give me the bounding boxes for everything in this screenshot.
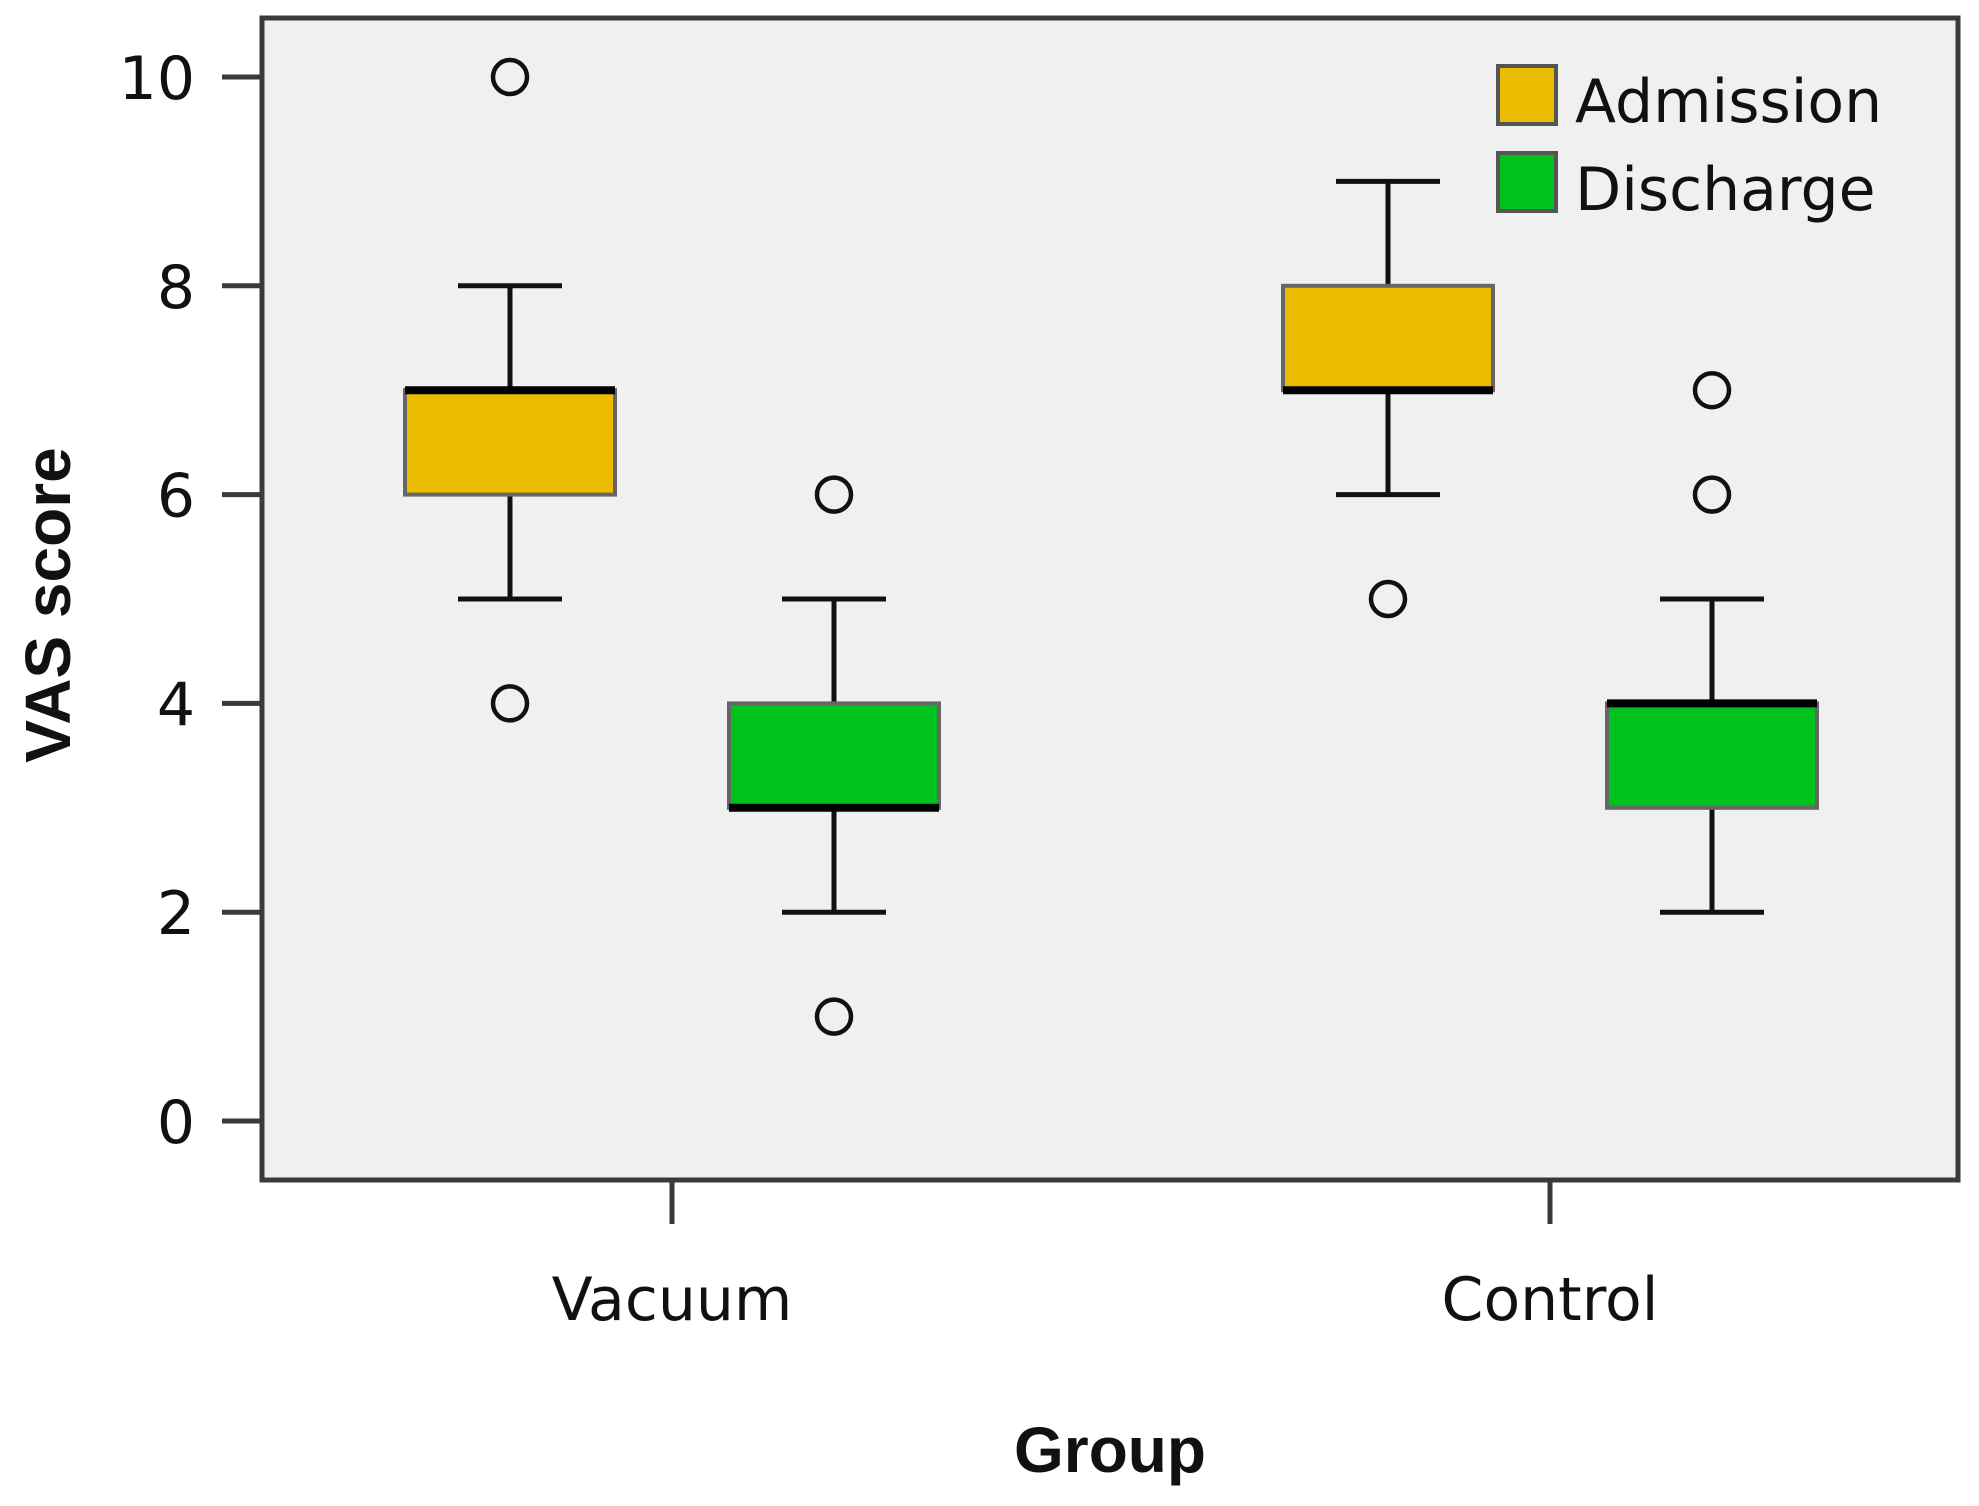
x-tick-label-vacuum: Vacuum — [552, 1265, 793, 1335]
outlier-point-10 — [490, 57, 530, 97]
y-axis-title: VAS score — [12, 447, 84, 762]
y-tick-label-6: 6 — [157, 462, 195, 532]
box-iqr — [1281, 283, 1495, 393]
x-axis-title: Group — [1014, 1414, 1206, 1486]
y-tick-label-0: 0 — [157, 1088, 195, 1158]
box-iqr — [1605, 701, 1819, 810]
box-discharge-vacuum — [727, 475, 941, 1036]
outlier-point-4 — [490, 684, 530, 723]
legend-label-admission: Admission — [1575, 67, 1882, 137]
legend: Admission Discharge — [1496, 64, 1882, 225]
box-admission-control — [1281, 178, 1495, 619]
box-series — [403, 57, 1819, 1036]
y-tick-label-4: 4 — [157, 670, 195, 740]
y-tick-label-8: 8 — [157, 253, 195, 323]
outlier-point-1 — [814, 997, 854, 1036]
y-axis: 0 2 4 6 8 10 — [119, 44, 262, 1158]
legend-swatch-discharge — [1496, 151, 1558, 213]
outlier-point-5 — [1368, 579, 1408, 619]
box-iqr — [727, 701, 941, 810]
legend-label-discharge: Discharge — [1575, 155, 1876, 225]
y-tick-label-2: 2 — [157, 879, 195, 949]
x-tick-label-control: Control — [1442, 1265, 1659, 1335]
box-admission-vacuum — [403, 57, 617, 723]
outlier-point-6 — [814, 475, 854, 514]
outlier-point-6 — [1692, 475, 1732, 514]
legend-swatch-admission — [1496, 64, 1558, 126]
box-discharge-control — [1605, 370, 1819, 915]
box-iqr — [403, 388, 617, 497]
outlier-point-7 — [1692, 370, 1732, 410]
y-tick-label-10: 10 — [119, 44, 195, 114]
x-axis: Vacuum Control — [552, 1180, 1659, 1335]
